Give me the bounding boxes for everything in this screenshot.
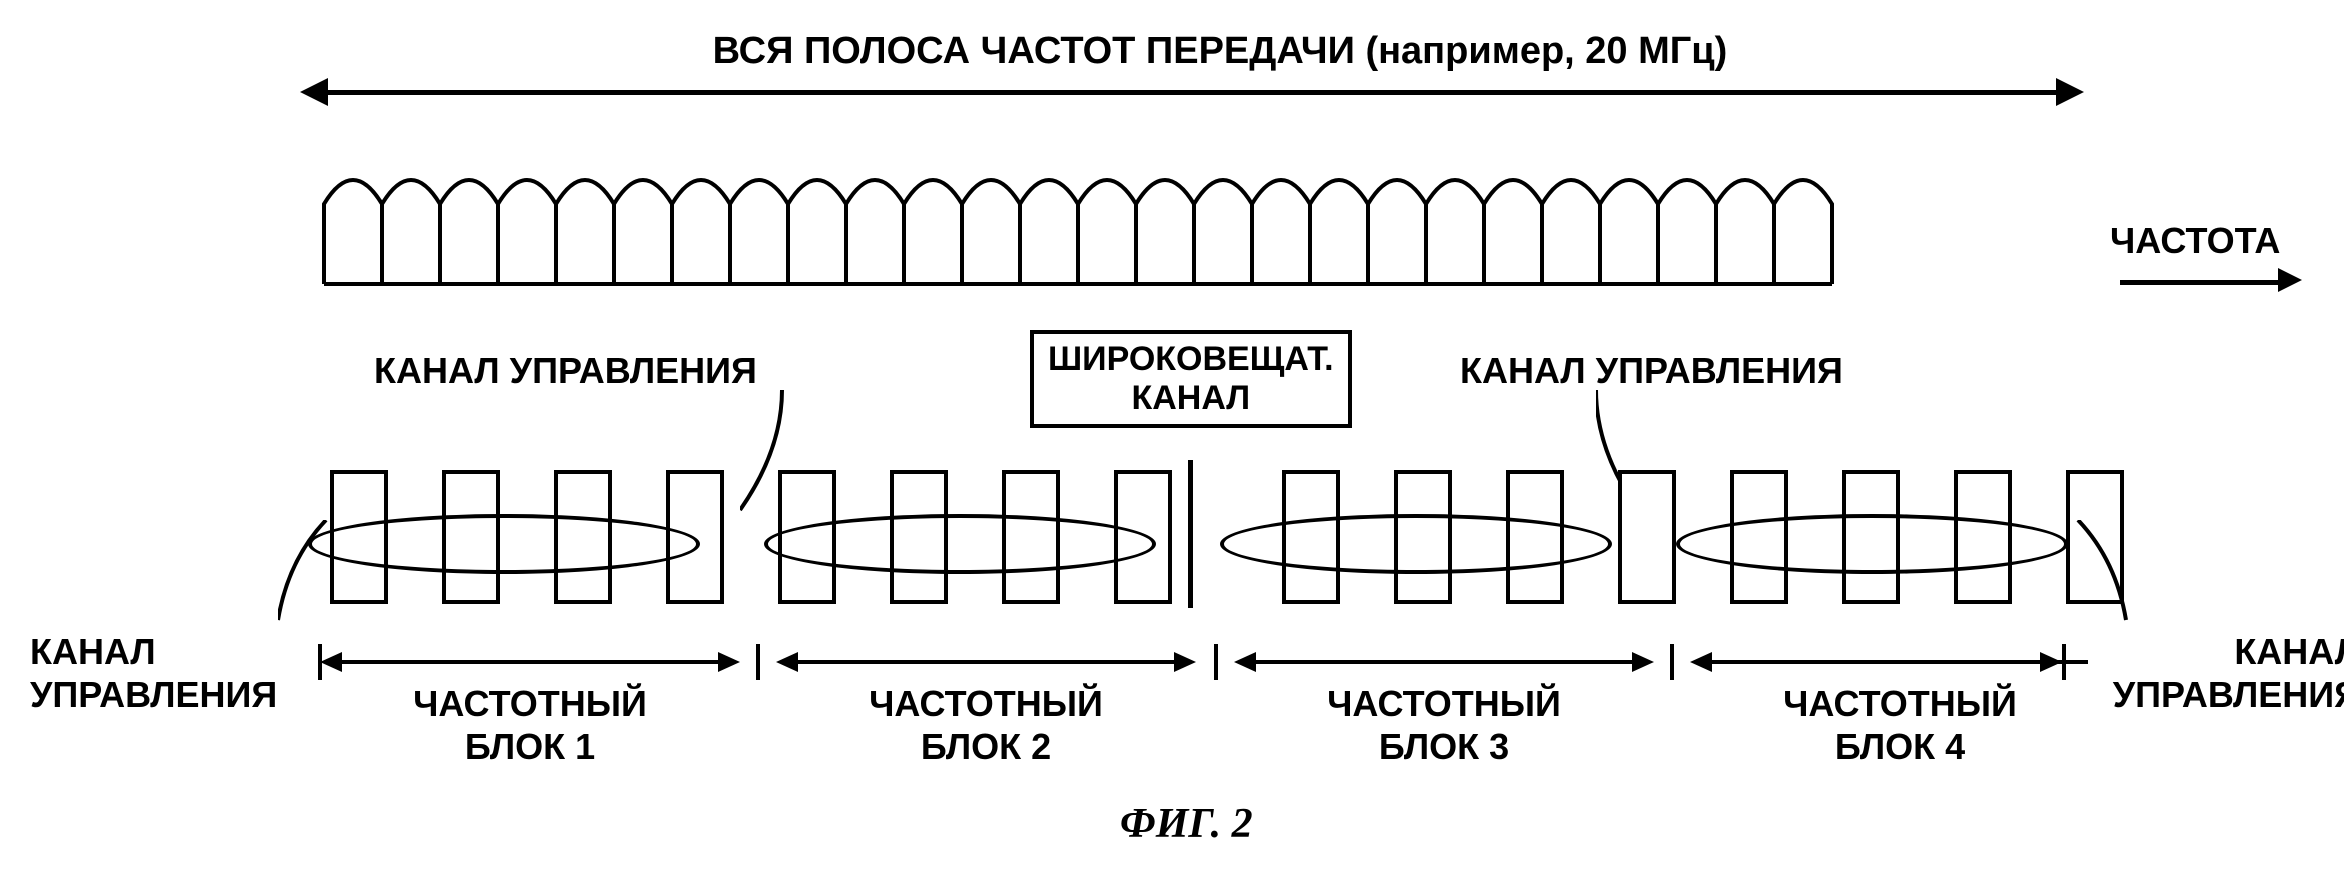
subcarrier-arch [1136, 180, 1194, 284]
center-separator [1188, 460, 1193, 608]
block4-arrow-right [2040, 652, 2062, 672]
subcarrier-arch [1600, 180, 1658, 284]
group-ellipse-4 [1676, 514, 2068, 574]
subcarrier-arch [1774, 180, 1832, 284]
top-arrow-line [326, 90, 2058, 95]
resource-block-rect [1618, 470, 1676, 604]
block12-tick [756, 644, 760, 680]
group-ellipse-2 [764, 514, 1156, 574]
block-label-line: БЛОК 3 [1379, 726, 1509, 767]
subcarrier-arch [846, 180, 904, 284]
subcarrier-arch [1020, 180, 1078, 284]
group-ellipse-1 [308, 514, 700, 574]
control-channel-label-left: КАНАЛ УПРАВЛЕНИЯ [30, 630, 310, 716]
subcarrier-arch [962, 180, 1020, 284]
block1-arrow-left [320, 652, 342, 672]
subcarrier-arch [1252, 180, 1310, 284]
broadcast-line2: КАНАЛ [1131, 379, 1250, 417]
subcarrier-arch [672, 180, 730, 284]
block2-arrow-left [776, 652, 798, 672]
cc-right-line1: КАНАЛ [2234, 631, 2344, 672]
subcarrier-arch [1426, 180, 1484, 284]
block3-arrow-line [1254, 660, 1634, 664]
block-label-line: ЧАСТОТНЫЙ [869, 683, 1103, 724]
control-channel-label-mid-left: КАНАЛ УПРАВЛЕНИЯ [374, 350, 757, 392]
block-label-3: ЧАСТОТНЫЙБЛОК 3 [1284, 682, 1604, 768]
block4-arrow-left [1690, 652, 1712, 672]
block-label-1: ЧАСТОТНЫЙБЛОК 1 [370, 682, 690, 768]
block1-arrow-line [340, 660, 720, 664]
cc-right-line2: УПРАВЛЕНИЯ [2113, 674, 2344, 715]
subcarrier-arch [498, 180, 556, 284]
subcarrier-arch [1542, 180, 1600, 284]
frequency-axis-label: ЧАСТОТА [2110, 220, 2280, 262]
leader-left [278, 520, 358, 640]
subcarriers-row [320, 160, 1836, 288]
block2-arrow-line [796, 660, 1176, 664]
block4-arrow-line [1710, 660, 2088, 664]
block-label-line: БЛОК 4 [1835, 726, 1965, 767]
subcarrier-arch [1484, 180, 1542, 284]
block1-tick-left [318, 644, 322, 680]
subcarrier-arch [1658, 180, 1716, 284]
frequency-arrow-line [2120, 280, 2280, 285]
top-arrow-right-head [2056, 78, 2084, 106]
diagram-container: ВСЯ ПОЛОСА ЧАСТОТ ПЕРЕДАЧИ (например, 20… [20, 20, 2324, 860]
bandwidth-title: ВСЯ ПОЛОСА ЧАСТОТ ПЕРЕДАЧИ (например, 20… [520, 30, 1920, 73]
block-label-line: БЛОК 1 [465, 726, 595, 767]
subcarrier-arch [788, 180, 846, 284]
broadcast-channel-box: ШИРОКОВЕЩАТ. КАНАЛ [1030, 330, 1352, 428]
block23-tick [1214, 644, 1218, 680]
subcarrier-arch [730, 180, 788, 284]
cc-left-line2: УПРАВЛЕНИЯ [30, 674, 277, 715]
control-channel-label-right: КАНАЛ УПРАВЛЕНИЯ [2080, 630, 2344, 716]
leader-right [2050, 520, 2130, 640]
subcarrier-arch [614, 180, 672, 284]
top-arrow-left-head [300, 78, 328, 106]
block3-arrow-left [1234, 652, 1256, 672]
figure-caption: ФИГ. 2 [1120, 800, 1253, 848]
subcarriers-svg [320, 160, 1836, 288]
block-label-line: ЧАСТОТНЫЙ [1783, 683, 2017, 724]
group-ellipse-3 [1220, 514, 1612, 574]
subcarrier-arch [1194, 180, 1252, 284]
subcarrier-arch [1716, 180, 1774, 284]
block3-arrow-right [1632, 652, 1654, 672]
subcarrier-arch [1310, 180, 1368, 284]
frequency-arrow-head [2278, 268, 2302, 292]
block-label-line: БЛОК 2 [921, 726, 1051, 767]
block-label-2: ЧАСТОТНЫЙБЛОК 2 [826, 682, 1146, 768]
block34-tick [1670, 644, 1674, 680]
control-channel-label-mid-right: КАНАЛ УПРАВЛЕНИЯ [1460, 350, 1843, 392]
subcarrier-arch [382, 180, 440, 284]
block-label-4: ЧАСТОТНЫЙБЛОК 4 [1740, 682, 2060, 768]
block-label-line: ЧАСТОТНЫЙ [1327, 683, 1561, 724]
block4-tick-right [2062, 644, 2066, 680]
subcarrier-arch [556, 180, 614, 284]
broadcast-line1: ШИРОКОВЕЩАТ. [1048, 340, 1334, 378]
block1-arrow-right [718, 652, 740, 672]
block2-arrow-right [1174, 652, 1196, 672]
subcarrier-arch [440, 180, 498, 284]
cc-left-line1: КАНАЛ [30, 631, 156, 672]
subcarrier-arch [1078, 180, 1136, 284]
block-label-line: ЧАСТОТНЫЙ [413, 683, 647, 724]
subcarrier-arch [1368, 180, 1426, 284]
subcarrier-arch [904, 180, 962, 284]
subcarrier-arch [324, 180, 382, 284]
